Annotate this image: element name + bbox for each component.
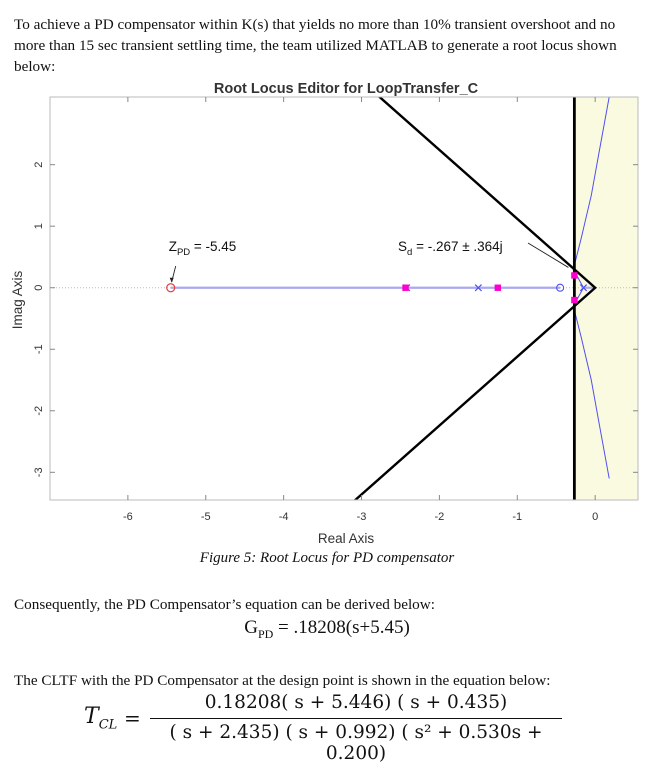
fraction-bar [150,718,562,720]
sd-pointer [527,242,569,268]
open-loop-pole [474,284,482,292]
tcl-symbol: T [84,704,99,729]
figure-caption: Figure 5: Root Locus for PD compensator [199,550,455,566]
gpd-equation: GPD = .18208(s+5.45) [0,617,654,642]
y-tick-label: 2 [33,162,45,168]
sd-subscript: d [407,247,412,258]
closed-loop-pole [402,284,409,291]
tcl-numerator: 0.18208( s + 5.446) ( s + 0.435) [204,692,508,713]
x-tick-label: -3 [357,511,367,523]
zpd-pointer-head [169,277,174,283]
tcl-lhs: TCL [84,704,117,732]
x-tick-label: -6 [123,511,133,523]
zpd-annotation: ZPD = -5.45 [169,239,237,258]
root-locus-chart: Root Locus Editor for LoopTransfer_C -6 -… [10,81,639,546]
design-region [574,97,638,500]
gpd-lhs: G [244,617,258,638]
y-tick-label: -1 [33,344,45,354]
sd-symbol: S [398,239,407,254]
tcl-equals: = [124,706,141,730]
consequently-paragraph: Consequently, the PD Compensator’s equat… [14,596,435,613]
sd-value: = -.267 ± .364j [412,239,502,254]
gpd-sub: PD [257,626,274,641]
closed-loop-pole [571,272,578,279]
y-tick-label: 1 [33,223,45,229]
x-tick-label: -1 [512,511,522,523]
y-axis-label: Imag Axis [10,270,25,329]
x-tick-label: -2 [435,511,445,523]
open-loop-pole [579,284,588,292]
y-tick-label: -3 [33,467,45,477]
tcl-denominator: ( s + 2.435) ( s + 0.992) ( s² + 0.530s … [169,722,543,764]
plot-area [50,97,638,500]
cltf-paragraph: The CLTF with the PD Compensator at the … [14,672,551,689]
zpd-value: = -5.45 [190,239,236,254]
open-loop-zero [556,283,565,292]
x-tick-label: -4 [279,511,289,523]
plot-frame [49,96,639,501]
x-tick-label: -5 [201,511,211,523]
gpd-rhs: = .18208(s+5.45) [273,617,410,638]
compensator-zero [166,283,176,293]
closed-loop-pole [494,284,502,291]
zpd-symbol: Z [169,239,177,254]
x-tick-label: 0 [592,511,598,523]
tcl-sub: CL [98,717,118,733]
y-tick-label: 0 [33,285,45,291]
closed-loop-pole [571,296,578,304]
intro-paragraph: To achieve a PD compensator within K(s) … [14,16,617,75]
y-tick-label: -2 [33,406,45,416]
overshoot-boundary [353,97,597,500]
x-axis-label: Real Axis [318,531,375,546]
zpd-subscript: PD [177,247,190,258]
sd-annotation: Sd = -.267 ± .364j [398,239,503,258]
chart-title: Root Locus Editor for LoopTransfer_C [214,81,479,97]
